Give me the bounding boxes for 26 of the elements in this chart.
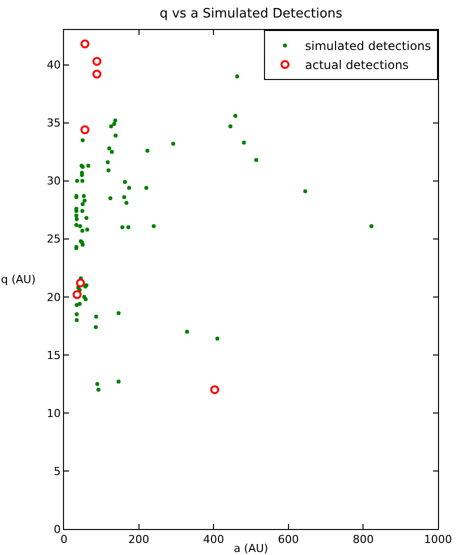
- x-axis-title: a (AU): [234, 542, 268, 555]
- y-tick-label: 40: [46, 58, 61, 72]
- x-tick-label: 400: [203, 533, 224, 546]
- point: [210, 385, 220, 394]
- y-tick-label: 15: [46, 348, 61, 362]
- y-tick-label: 10: [46, 406, 61, 420]
- point: [80, 125, 90, 134]
- legend-label: simulated detections: [305, 39, 432, 54]
- point: [72, 290, 82, 300]
- y-tick-label: 5: [54, 464, 61, 478]
- x-tick-label: 200: [128, 533, 150, 546]
- point: [80, 39, 90, 48]
- x-tick-label: 800: [352, 533, 374, 546]
- point: [76, 278, 85, 288]
- point: [92, 70, 102, 79]
- legend-label: actual detections: [305, 58, 409, 72]
- y-tick-label: 25: [46, 232, 61, 246]
- y-tick-label: 30: [46, 174, 61, 188]
- x-tick-label: 1000: [424, 533, 452, 546]
- y-axis-title: q (AU): [1, 273, 36, 286]
- y-tick-label: 0: [54, 522, 61, 536]
- y-tick-label: 35: [46, 116, 61, 130]
- point: [92, 56, 102, 66]
- y-tick-label: 20: [46, 290, 61, 304]
- x-tick-label: 600: [278, 533, 299, 546]
- chart-title: q vs a Simulated Detections: [160, 6, 343, 22]
